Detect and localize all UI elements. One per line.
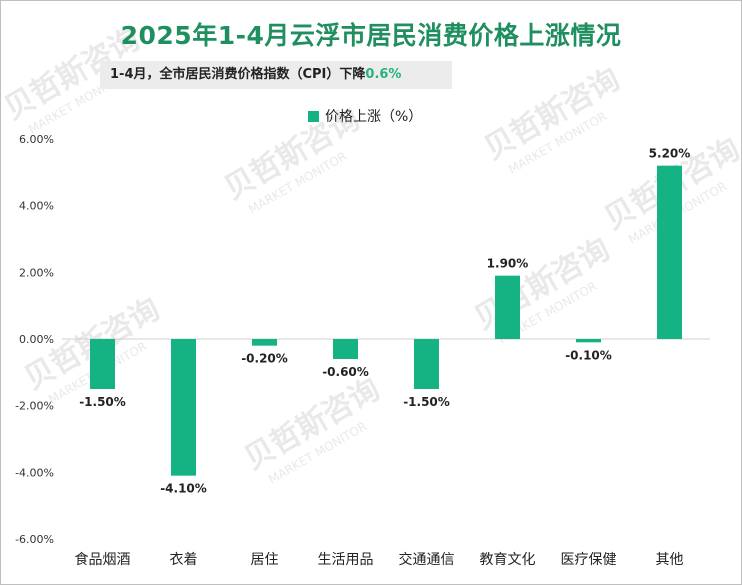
data-label: -4.10% <box>160 482 207 496</box>
x-tick-label: 交通通信 <box>399 551 455 568</box>
bar <box>657 165 682 339</box>
bar <box>90 339 115 389</box>
x-tick-label: 其他 <box>656 552 684 568</box>
x-tick-label: 食品烟酒 <box>75 551 131 568</box>
y-tick-label: 4.00% <box>19 200 54 213</box>
chart-title: 2025年1-4月云浮市居民消费价格上涨情况 <box>120 21 622 50</box>
legend-label: 价格上涨（%） <box>325 109 423 125</box>
x-tick-label: 居住 <box>251 552 279 568</box>
y-tick-label: 6.00% <box>19 133 54 146</box>
data-label: -0.10% <box>565 348 612 362</box>
x-tick-label: 生活用品 <box>318 552 374 568</box>
y-tick-label: 0.00% <box>19 333 54 346</box>
cpi-note-highlight: 0.6% <box>365 67 402 82</box>
data-label: 1.90% <box>487 257 529 271</box>
x-tick-label: 教育文化 <box>480 552 536 568</box>
bar <box>495 275 520 339</box>
bar <box>171 339 196 476</box>
data-label: 5.20% <box>649 147 691 161</box>
chart-legend: 价格上涨（%） <box>308 106 422 126</box>
cpi-note: 1-4月，全市居民消费价格指数（CPI）下降0.6% <box>100 61 452 89</box>
bar <box>252 339 277 346</box>
data-label: -0.60% <box>322 365 369 379</box>
data-label: -0.20% <box>241 352 288 366</box>
x-tick-label: 衣着 <box>170 552 198 568</box>
y-tick-label: -4.00% <box>15 466 54 479</box>
cpi-note-text: 1-4月，全市居民消费价格指数（CPI）下降 <box>110 67 366 82</box>
y-tick-label: -6.00% <box>15 533 54 546</box>
data-label: -1.50% <box>403 395 450 409</box>
bar <box>333 339 358 359</box>
y-tick-label: -2.00% <box>15 400 54 413</box>
y-tick-label: 2.00% <box>19 266 54 279</box>
legend-swatch <box>308 110 319 122</box>
bar <box>414 339 439 389</box>
bar <box>576 339 601 343</box>
data-label: -1.50% <box>79 395 126 409</box>
x-tick-label: 医疗保健 <box>561 552 617 568</box>
